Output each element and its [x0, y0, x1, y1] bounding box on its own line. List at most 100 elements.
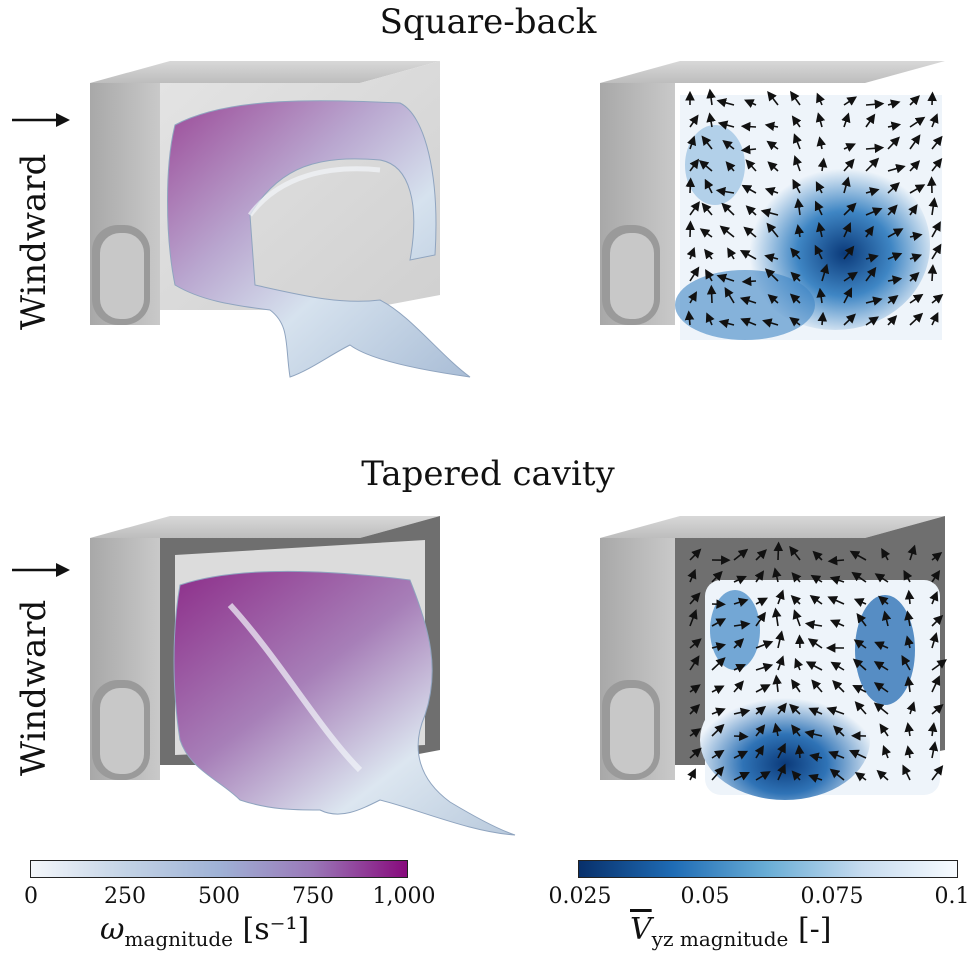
velocity-vector: [777, 763, 786, 781]
velocity-vector: [815, 181, 825, 194]
velocity-vector: [816, 287, 826, 304]
velocity-vector: [733, 575, 747, 585]
velocity-vector: [908, 204, 918, 216]
velocity-vector: [909, 312, 924, 326]
velocity-vector: [826, 706, 845, 716]
velocity-vector: [928, 197, 938, 216]
velocity-vector: [887, 315, 898, 326]
velocity-vector: [688, 609, 698, 627]
velocity-vector: [887, 136, 900, 150]
velocity-vector: [833, 725, 845, 737]
velocity-vector: [754, 570, 765, 583]
velocity-vector: [701, 202, 713, 216]
velocity-vector: [718, 318, 735, 329]
velocity-vector: [887, 204, 898, 216]
panel-tapered-velocity: [600, 516, 947, 800]
velocity-vector: [909, 253, 923, 263]
velocity-vector: [878, 595, 889, 606]
velocity-vector: [711, 570, 723, 583]
velocity-vector: [808, 707, 823, 717]
velocity-vector: [764, 268, 779, 282]
velocity-vector: [764, 187, 779, 197]
velocity-vector: [733, 638, 745, 649]
velocity-vector: [931, 221, 941, 238]
velocity-vector: [739, 249, 757, 260]
velocity-vector: [865, 296, 883, 306]
velocity-vector: [879, 723, 889, 737]
velocity-vector: [689, 201, 700, 216]
velocity-vector: [909, 95, 920, 106]
velocity-vector: [927, 722, 938, 737]
velocity-vector: [931, 135, 943, 150]
velocity-vector: [931, 675, 941, 693]
velocity-vector: [805, 661, 823, 671]
velocity-vector: [711, 685, 725, 695]
velocity-vector: [689, 638, 702, 649]
velocity-vector: [772, 674, 782, 693]
velocity-vector: [814, 200, 824, 216]
velocity-vector: [791, 724, 801, 737]
colorbar-left-title: ωmagnitude [s⁻¹]: [100, 912, 310, 951]
colorbar-right-tick: 0.1: [934, 884, 970, 909]
velocity-vector: [755, 724, 766, 737]
velocity-vector: [745, 205, 757, 216]
velocity-vector: [687, 768, 696, 781]
velocity-vector: [733, 750, 749, 760]
velocity-vector: [794, 224, 805, 238]
velocity-vector: [689, 728, 702, 738]
windward-label-bottom: Windward: [14, 599, 54, 776]
velocity-vector: [816, 221, 826, 238]
velocity-vector: [793, 155, 803, 172]
velocity-vector: [791, 572, 802, 583]
velocity-vector: [929, 312, 939, 326]
velocity-vector: [906, 701, 916, 715]
velocity-vector: [772, 722, 782, 737]
velocity-vector: [856, 612, 867, 627]
velocity-vector: [909, 293, 924, 304]
velocity-vector: [721, 202, 735, 216]
velocity-vector: [909, 231, 923, 242]
wind-arrow-icon-bottom: [12, 563, 70, 577]
velocity-vector: [719, 225, 735, 238]
velocity-vector: [764, 253, 779, 263]
velocity-vector: [740, 317, 757, 327]
colorbar-left-tick: 0: [24, 884, 38, 909]
velocity-vector: [887, 252, 903, 262]
velocity-vector: [733, 597, 749, 607]
velocity-vector: [711, 749, 725, 760]
velocity-vector: [791, 679, 801, 693]
velocity-vector: [881, 610, 892, 627]
velocity-vector: [689, 747, 702, 759]
velocity-vector: [827, 555, 845, 566]
velocity-vector: [689, 548, 702, 561]
velocity-vector: [887, 99, 901, 109]
velocity-vector: [699, 228, 713, 238]
colorbar-left-tick: 500: [198, 884, 240, 909]
velocity-vector: [817, 311, 828, 326]
velocity-vector: [755, 597, 769, 607]
velocity-vector: [733, 707, 751, 718]
velocity-vector: [931, 765, 944, 781]
velocity-vector: [755, 611, 766, 627]
velocity-vector: [852, 658, 867, 671]
velocity-vector: [775, 655, 785, 671]
velocity-vector: [755, 684, 771, 693]
velocity-vector: [744, 99, 757, 108]
velocity-vector: [931, 659, 947, 671]
velocity-vector: [711, 707, 726, 717]
velocity-vector: [881, 745, 891, 759]
velocity-vector: [865, 266, 877, 282]
velocity-vector: [901, 655, 911, 671]
velocity-vector: [864, 225, 874, 238]
velocity-vector: [777, 702, 787, 715]
velocity-vector: [828, 750, 845, 760]
velocity-vector: [853, 598, 867, 607]
velocity-vector: [909, 160, 921, 172]
velocity-vector: [740, 144, 757, 155]
velocity-vector: [701, 135, 713, 150]
velocity-vector: [829, 768, 845, 781]
velocity-vector: [854, 701, 867, 715]
velocity-vector: [689, 703, 701, 715]
velocity-vector: [706, 88, 716, 106]
velocity-vector: [790, 271, 801, 282]
